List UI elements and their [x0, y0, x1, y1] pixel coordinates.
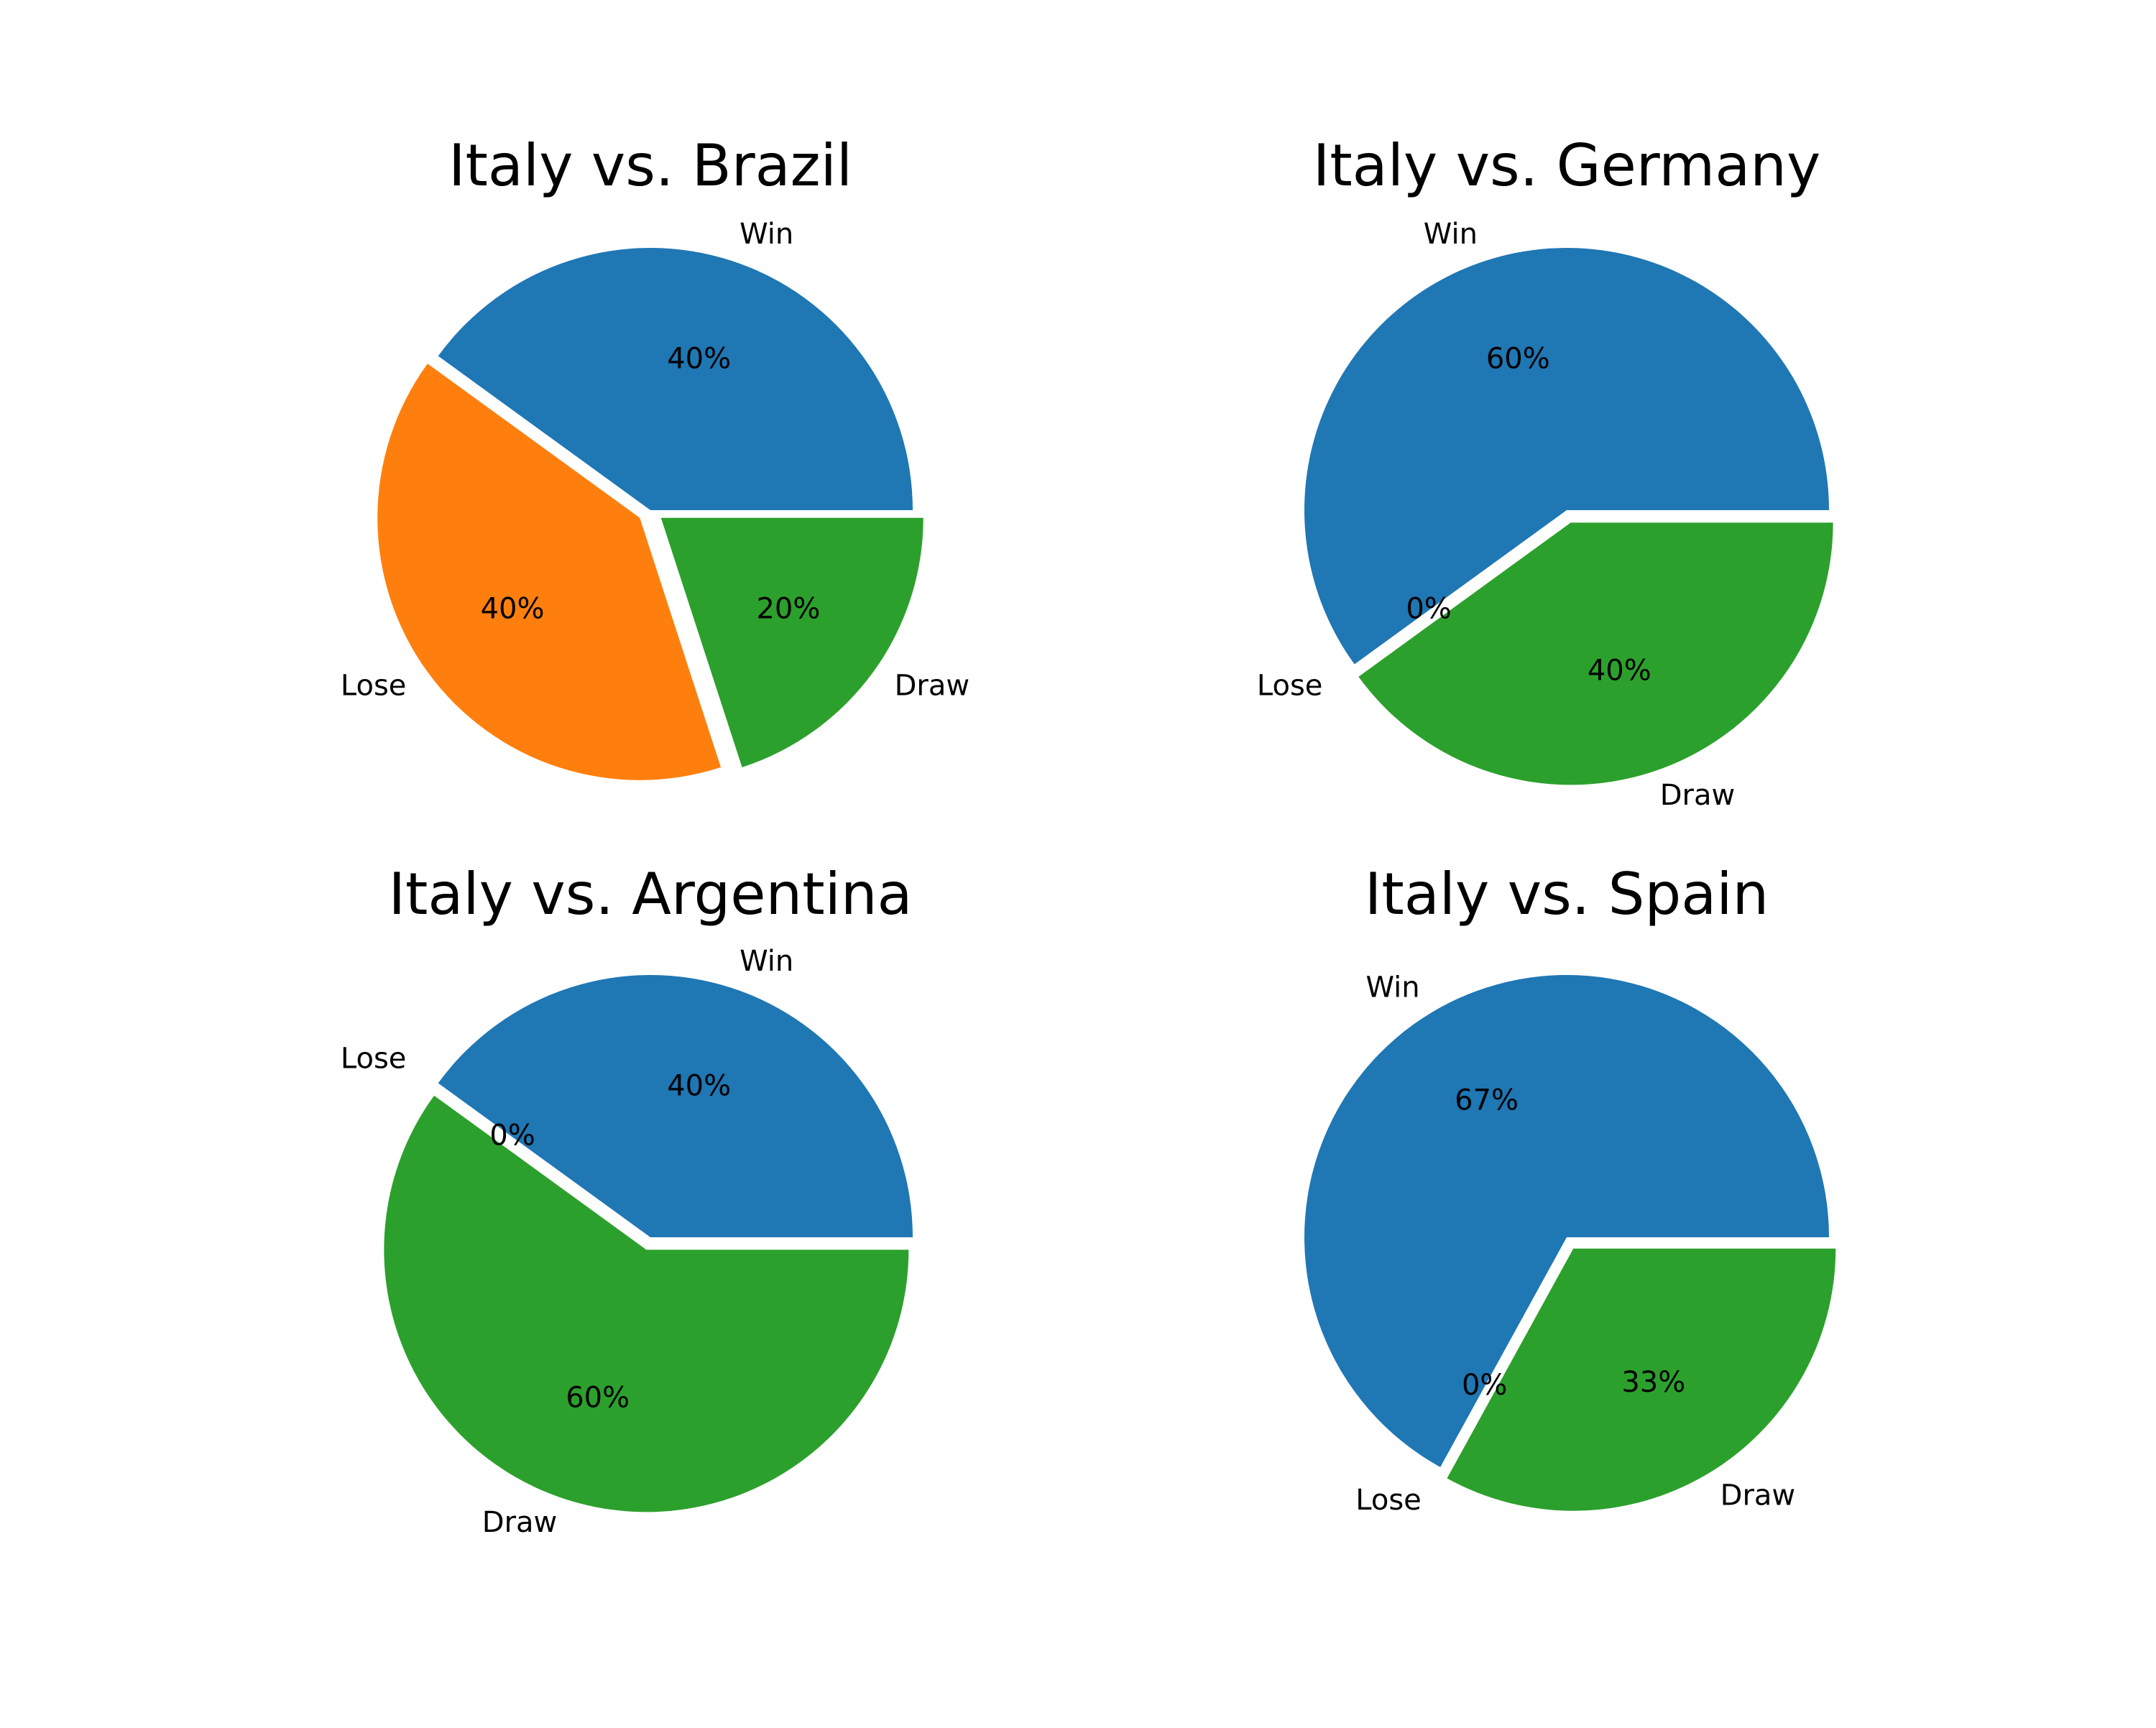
- percent-label-draw: 20%: [756, 592, 820, 625]
- percent-label-lose: 0%: [1462, 1369, 1507, 1402]
- slice-label-draw: Draw: [1720, 1479, 1795, 1512]
- percent-label-lose: 0%: [1406, 592, 1451, 625]
- slice-label-lose: Lose: [1355, 1484, 1422, 1517]
- pie-chart-spain: Win 67% Lose 0% Draw 33% Italy vs. Spain: [1304, 861, 1836, 1517]
- slice-label-lose: Lose: [1257, 670, 1323, 703]
- slice-label-lose: Lose: [341, 670, 407, 703]
- percent-label-draw: 33%: [1621, 1366, 1685, 1399]
- pie-chart-germany: Win 60% Lose 0% Draw 40% Italy vs. Germany: [1257, 132, 1833, 812]
- chart-title: Italy vs. Spain: [1365, 861, 1769, 928]
- slice-label-win: Win: [740, 945, 793, 978]
- pie-slice-win: [1304, 248, 1829, 665]
- slice-label-draw: Draw: [482, 1506, 557, 1539]
- slice-label-win: Win: [1424, 218, 1478, 251]
- pie-chart-argentina: Win 40% Lose 0% Draw 60% Italy vs. Argentina: [341, 861, 913, 1539]
- pie-slice-draw: [1447, 1248, 1836, 1511]
- percent-label-win: 40%: [667, 1070, 731, 1103]
- chart-title: Italy vs. Brazil: [448, 132, 852, 199]
- percent-label-win: 67%: [1455, 1084, 1519, 1117]
- percent-label-draw: 60%: [566, 1382, 630, 1415]
- pie-slice-win: [438, 247, 913, 510]
- pie-slice-draw: [660, 517, 923, 767]
- percent-label-win: 60%: [1486, 343, 1550, 376]
- slice-label-lose: Lose: [341, 1042, 407, 1075]
- pie-slice-lose: [377, 364, 722, 780]
- pie-slice-draw: [1358, 522, 1833, 785]
- percent-label-lose: 40%: [481, 592, 545, 625]
- slice-label-draw: Draw: [1660, 779, 1735, 812]
- pie-slice-win: [438, 975, 913, 1237]
- pie-chart-brazil: Win 40% Lose 40% Draw 20% Italy vs. Brazil: [341, 132, 969, 780]
- percent-label-draw: 40%: [1588, 655, 1651, 688]
- slice-label-win: Win: [740, 218, 793, 251]
- slice-label-draw: Draw: [895, 670, 969, 703]
- chart-title: Italy vs. Germany: [1313, 132, 1821, 199]
- chart-title: Italy vs. Argentina: [388, 861, 912, 928]
- pie-slice-draw: [384, 1095, 909, 1512]
- slice-label-win: Win: [1365, 971, 1419, 1004]
- percent-label-lose: 0%: [489, 1119, 535, 1152]
- percent-label-win: 40%: [667, 343, 731, 376]
- pie-slice-win: [1304, 975, 1829, 1467]
